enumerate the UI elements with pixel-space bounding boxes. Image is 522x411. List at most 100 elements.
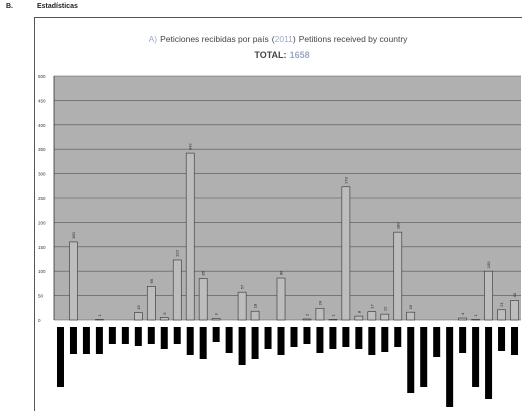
data-label: 100 bbox=[486, 261, 491, 268]
y-tick-label: 300 bbox=[38, 172, 46, 177]
category-label-box bbox=[186, 327, 194, 355]
y-axis: 0 50 100 150 200 250 300 350 400 450 500 bbox=[38, 74, 55, 323]
data-label: 2 bbox=[304, 313, 309, 316]
category-label-box bbox=[446, 327, 454, 407]
category-label-box bbox=[225, 327, 233, 353]
category-label-box bbox=[277, 327, 285, 355]
bar bbox=[367, 311, 377, 321]
bar bbox=[185, 152, 195, 321]
y-tick-label: 500 bbox=[38, 74, 46, 79]
bar bbox=[458, 317, 467, 321]
data-label: 1 bbox=[97, 314, 102, 317]
chart-total: TOTAL: 1658 bbox=[254, 50, 309, 60]
category-label-box bbox=[342, 327, 350, 347]
category-label-box bbox=[459, 327, 467, 353]
category-label-box bbox=[264, 327, 272, 349]
data-label: 21 bbox=[499, 302, 504, 307]
title-prefix: A) bbox=[149, 34, 158, 44]
category-label-box bbox=[368, 327, 376, 355]
data-label: 3 bbox=[214, 313, 219, 316]
category-label-box bbox=[394, 327, 402, 347]
category-label-box bbox=[485, 327, 493, 399]
y-tick-label: 50 bbox=[38, 294, 44, 299]
data-label: 123 bbox=[175, 250, 180, 257]
bar bbox=[484, 270, 493, 321]
bar bbox=[315, 307, 325, 321]
title-es: Peticiones recibidas por país bbox=[160, 34, 269, 44]
category-label-box bbox=[433, 327, 441, 357]
bar bbox=[393, 231, 403, 321]
y-tick-label: 150 bbox=[38, 245, 46, 250]
category-label-box bbox=[56, 327, 64, 387]
data-label: 24 bbox=[317, 300, 322, 305]
category-label-box bbox=[160, 327, 168, 349]
data-label: 17 bbox=[369, 303, 374, 308]
bar bbox=[69, 241, 78, 321]
title-paren-close: ) bbox=[293, 34, 296, 44]
data-label: 12 bbox=[382, 306, 387, 311]
data-label: 160 bbox=[71, 231, 76, 238]
y-tick-label: 250 bbox=[38, 196, 46, 201]
category-label-box bbox=[290, 327, 298, 347]
y-tick-label: 400 bbox=[38, 123, 46, 128]
bar bbox=[250, 310, 260, 321]
data-label: 4 bbox=[460, 312, 465, 315]
data-label: 57 bbox=[240, 284, 245, 289]
bar bbox=[406, 311, 416, 321]
bar bbox=[198, 278, 208, 321]
category-label-box bbox=[355, 327, 363, 349]
category-label-box bbox=[420, 327, 428, 387]
y-tick-label: 450 bbox=[38, 98, 46, 103]
category-label-box bbox=[69, 327, 77, 354]
bar bbox=[146, 286, 156, 321]
data-label: 40 bbox=[512, 292, 517, 297]
category-label-box bbox=[108, 327, 116, 344]
total-label: TOTAL: bbox=[254, 50, 286, 60]
category-label-box bbox=[407, 327, 415, 393]
title-en: Petitions received by country bbox=[299, 34, 408, 44]
title-year: 2011 bbox=[275, 34, 294, 44]
category-label-box bbox=[95, 327, 103, 354]
y-tick-label: 350 bbox=[38, 147, 46, 152]
y-tick-label: 100 bbox=[38, 269, 46, 274]
category-label-box bbox=[303, 327, 311, 344]
chart-title: A) Peticiones recibidas por país (2011) Pet… bbox=[149, 34, 409, 44]
category-label-box bbox=[238, 327, 246, 365]
category-label-box bbox=[472, 327, 480, 387]
data-label: 8 bbox=[356, 310, 361, 313]
data-label: 69 bbox=[149, 278, 154, 283]
y-tick-label: 0 bbox=[38, 318, 41, 323]
data-label: 273 bbox=[343, 176, 348, 183]
category-label-box bbox=[316, 327, 324, 353]
bar bbox=[159, 317, 169, 321]
data-label: 16 bbox=[408, 304, 413, 309]
section-letter: B. bbox=[6, 3, 13, 10]
category-label-box bbox=[82, 327, 90, 354]
category-label-box bbox=[134, 327, 142, 346]
bar bbox=[172, 259, 182, 321]
bar bbox=[497, 309, 506, 321]
bars: 160 1 15 69 5 123 342 85 3 57 18 86 2 24 1 273 8 17 12 180 1… bbox=[69, 143, 519, 321]
data-label: 342 bbox=[188, 143, 193, 150]
data-label: 86 bbox=[279, 270, 284, 275]
category-label-box bbox=[381, 327, 389, 352]
category-label-box bbox=[212, 327, 220, 342]
category-label-box bbox=[199, 327, 207, 359]
data-label: 180 bbox=[395, 222, 400, 229]
section-title: Estadísticas bbox=[37, 3, 78, 10]
category-label-box bbox=[173, 327, 181, 344]
title-paren-open: ( bbox=[272, 34, 275, 44]
chart-frame bbox=[34, 17, 522, 411]
bar bbox=[510, 300, 519, 321]
category-label-box bbox=[251, 327, 259, 359]
data-label: 85 bbox=[201, 270, 206, 275]
category-label-box bbox=[329, 327, 337, 349]
y-tick-label: 200 bbox=[38, 220, 46, 225]
data-label: 1 bbox=[330, 314, 335, 317]
bar bbox=[133, 312, 143, 321]
category-label-box bbox=[511, 327, 519, 355]
bar bbox=[211, 318, 221, 321]
total-value: 1658 bbox=[290, 50, 310, 60]
data-label: 18 bbox=[253, 303, 258, 308]
